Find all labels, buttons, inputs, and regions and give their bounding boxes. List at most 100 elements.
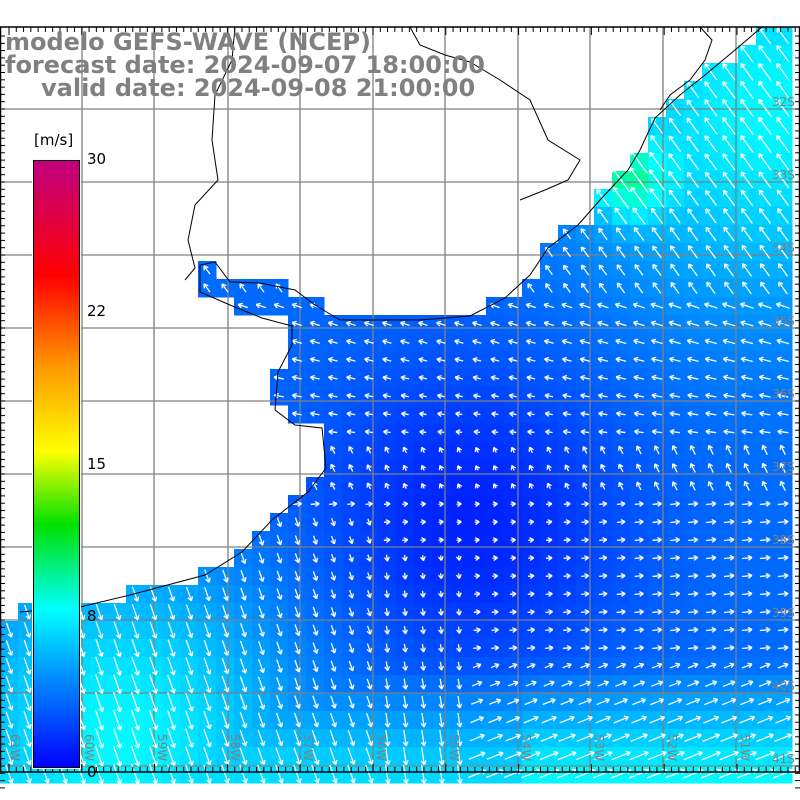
wind-arrow [438,712,445,728]
wind-arrow [615,680,628,687]
wind-arrow [668,117,682,135]
wind-arrow [312,642,319,654]
wind-arrow [616,662,627,669]
wind-arrow [346,410,356,417]
wind-arrow [629,750,649,761]
wind-arrow [489,680,501,687]
wind-arrow [345,320,356,327]
wind-arrow [669,245,680,259]
wind-arrow [652,536,662,543]
wind-arrow [651,374,663,381]
wind-arrow [436,320,446,327]
wind-arrow [719,750,739,761]
wind-arrow [563,591,571,597]
wind-arrow [722,153,736,171]
wind-arrow [759,590,771,597]
wind-arrow [509,429,517,435]
wind-arrow [616,264,626,276]
wind-arrow [615,320,627,327]
wind-arrow [582,464,588,472]
wind-arrow [402,464,408,472]
wind-arrow [687,644,699,651]
wind-arrow [491,645,500,651]
wind-arrow [611,750,631,761]
wind-arrow [327,320,338,327]
wind-arrow [437,590,444,598]
wind-arrow [366,464,372,472]
wind-arrow [347,747,356,765]
wind-arrow [633,392,645,399]
wind-arrow [95,674,104,695]
wind-arrow [257,283,265,293]
wind-arrow [400,393,409,399]
wind-arrow [705,644,717,651]
wind-arrow [725,480,732,491]
wind-arrow [779,444,786,456]
wind-arrow [666,733,684,742]
wind-arrow [670,554,681,561]
border-line [184,26,236,281]
wind-arrow [276,534,283,546]
wind-arrow [275,712,284,728]
wind-arrow [650,302,664,309]
wind-arrow [615,227,627,241]
wind-arrow [616,573,626,579]
wind-arrow [705,662,717,669]
wind-arrow [294,570,301,582]
wind-arrow [275,730,284,747]
wind-arrow [438,747,445,766]
wind-arrow [668,697,683,706]
wind-arrow [130,691,141,713]
wind-arrow [222,569,229,583]
wind-arrow [113,656,122,676]
wind-arrow [294,641,301,655]
wind-arrow [402,695,409,709]
wind-arrow [740,356,753,363]
wind-arrow [312,660,319,673]
wind-arrow [634,282,644,294]
wind-arrow [704,356,717,363]
lon-label: 57W [301,734,315,762]
wind-arrow [148,692,158,713]
wind-arrow [492,537,498,544]
wind-arrow [634,590,644,597]
wind-arrow [579,320,591,327]
wind-arrow [776,320,790,327]
wind-arrow [651,662,663,669]
wind-arrow [652,500,662,507]
wind-arrow [598,428,608,435]
lat-label: 35S [772,314,795,328]
wind-arrow [258,588,265,601]
wind-arrow [687,226,699,241]
wind-arrow [456,747,463,766]
wind-arrow [384,590,390,599]
wind-arrow [276,588,283,600]
wind-arrow [366,661,373,672]
wind-arrow [309,320,320,327]
wind-arrow [648,733,666,742]
wind-arrow [94,709,105,731]
wind-arrow [598,282,608,294]
wind-arrow [743,444,750,455]
wind-arrow [635,445,642,455]
wind-arrow [454,320,464,327]
wind-arrow [688,572,699,579]
wind-arrow [276,641,283,655]
wind-arrow [382,374,392,381]
wind-arrow [777,410,789,417]
wind-arrow [525,320,536,327]
wind-arrow [95,621,104,639]
wind-arrow [329,747,338,765]
wind-arrow [705,428,717,435]
wind-arrow [366,554,372,562]
wind-arrow [454,338,464,345]
wind-arrow [705,244,717,259]
wind-arrow [636,481,642,491]
wind-arrow [402,678,409,690]
wind-arrow [365,764,374,784]
wind-arrow [492,555,498,562]
wind-arrow [652,644,663,651]
wind-arrow [384,695,391,709]
wind-arrow [562,392,572,399]
wind-arrow [383,519,391,525]
